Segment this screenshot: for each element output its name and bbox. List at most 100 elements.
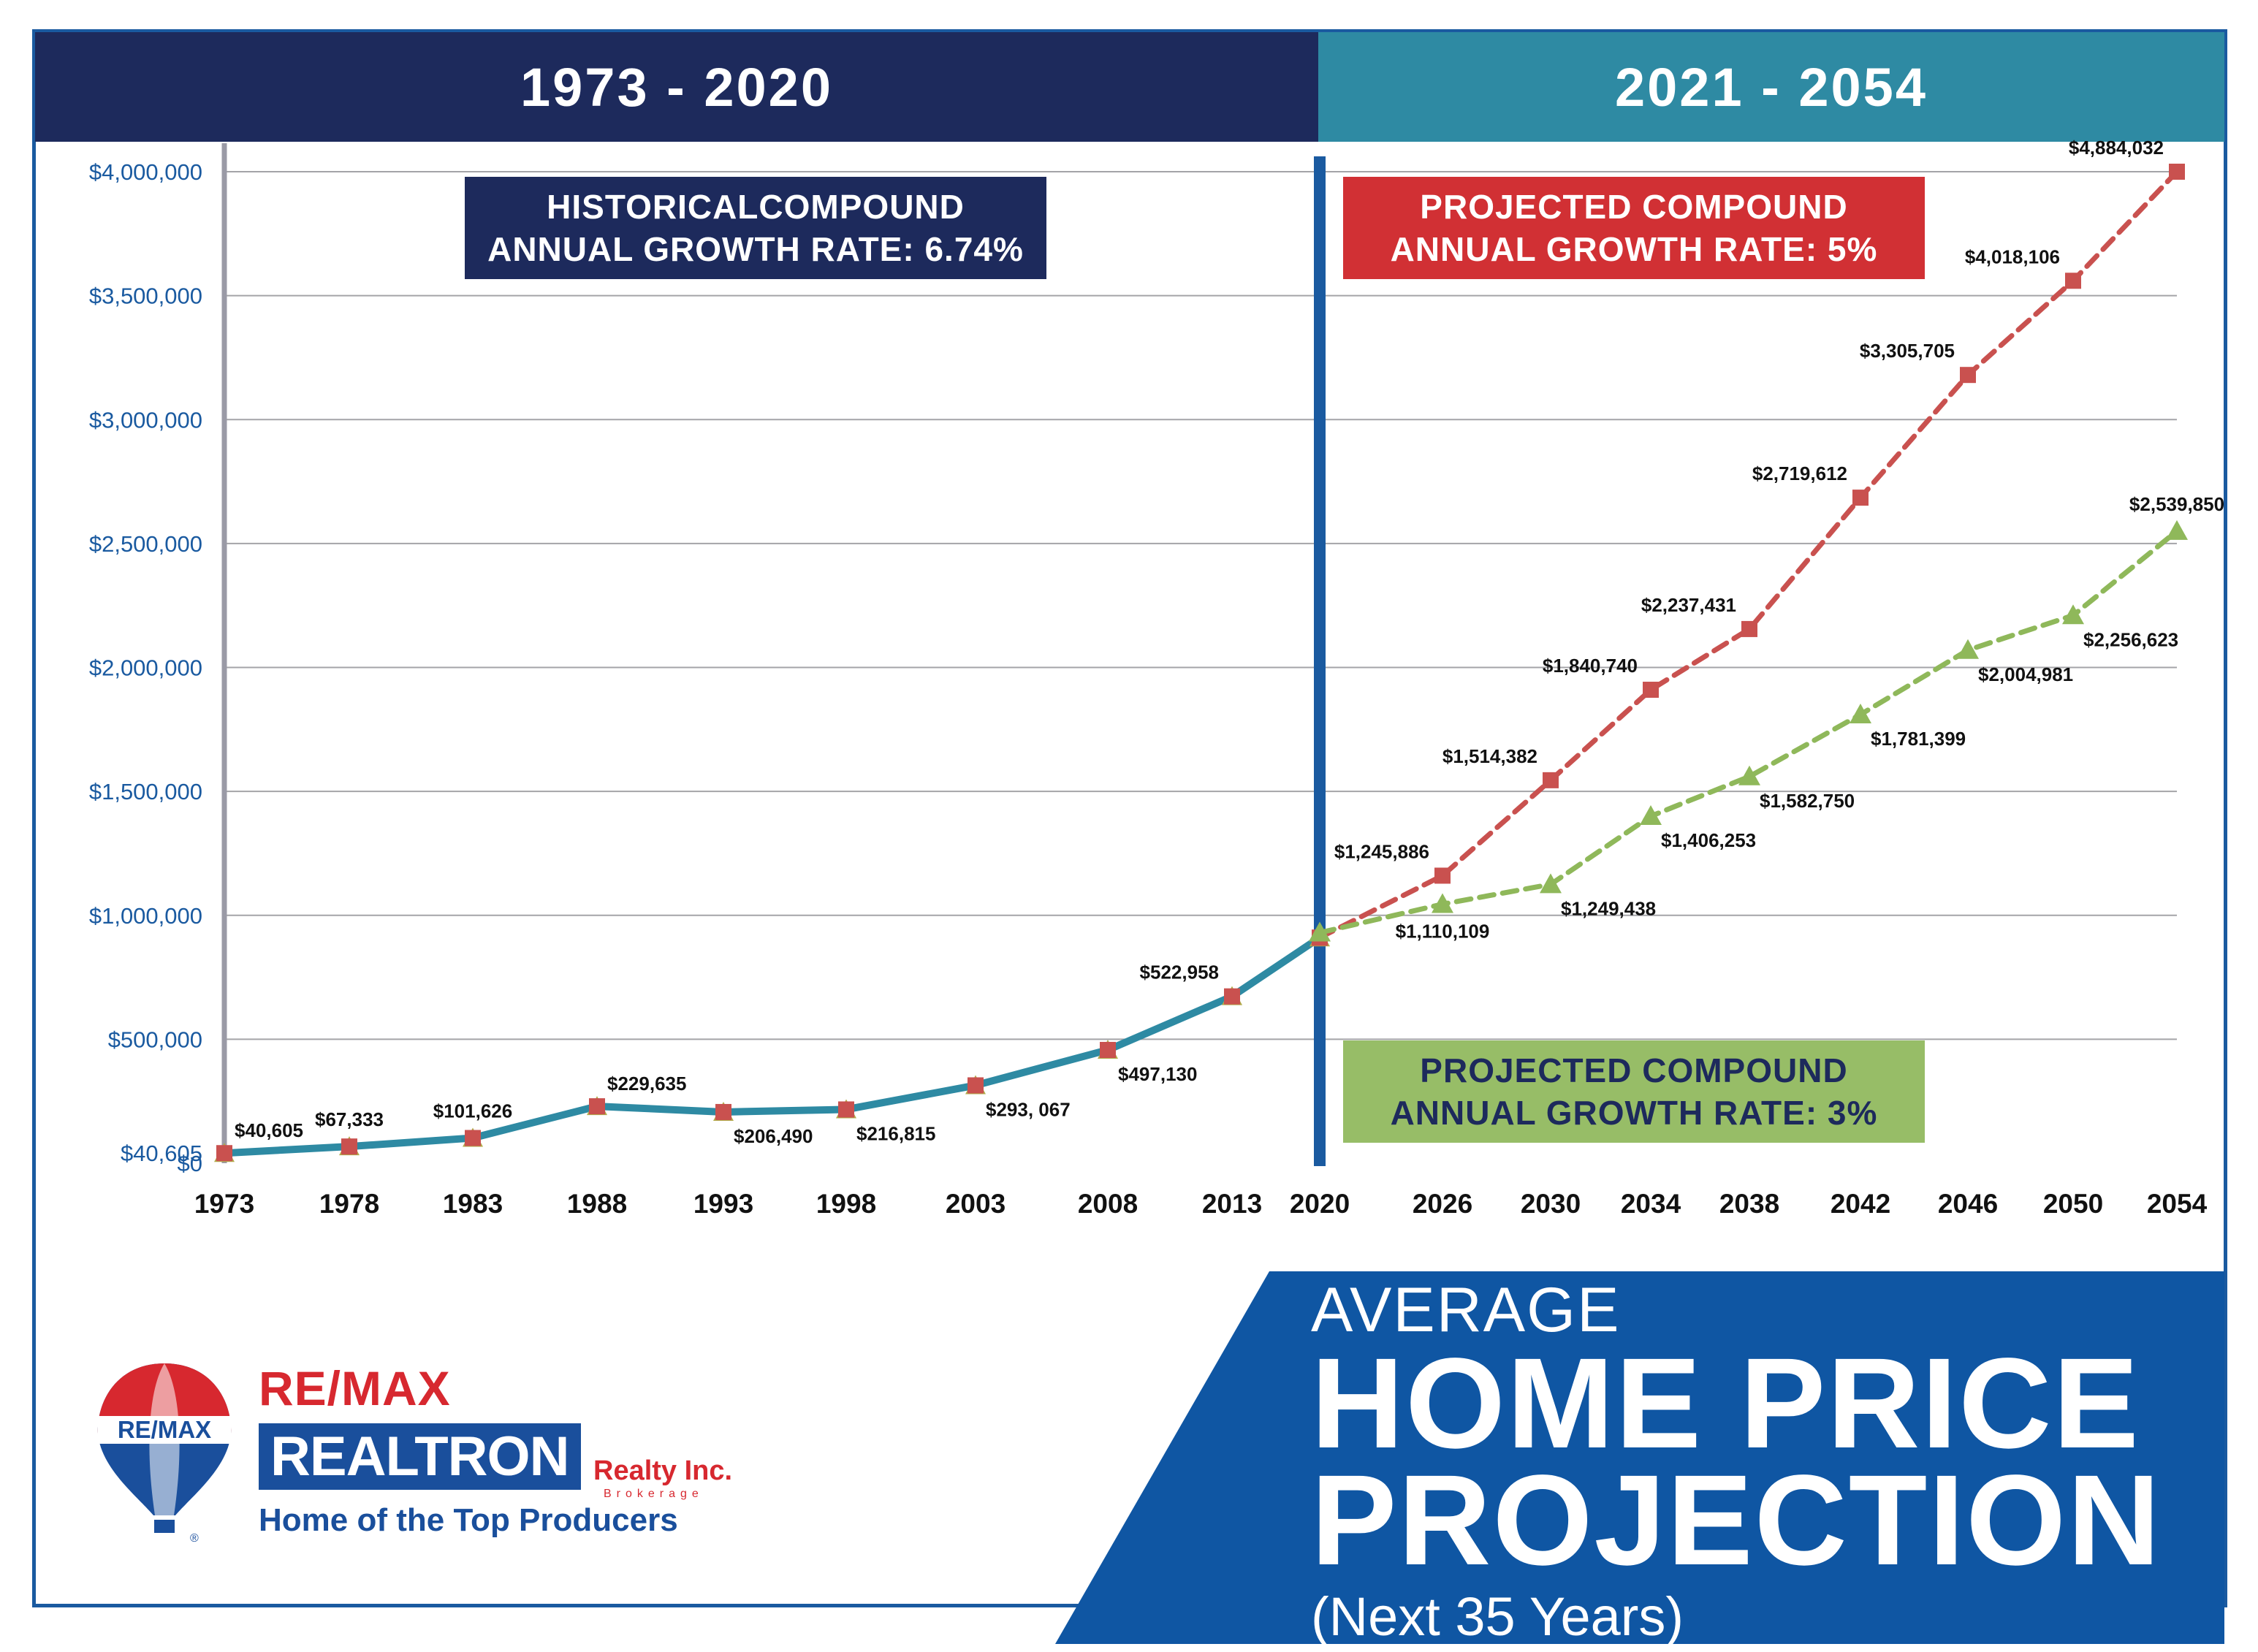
x-tick-label: 2050 (2043, 1189, 2103, 1219)
series-line-projected_3 (1317, 528, 2180, 935)
registered-mark: ® (190, 1532, 199, 1545)
x-tick-label: 1973 (194, 1189, 254, 1219)
projected-5-rate-box: PROJECTED COMPOUND ANNUAL GROWTH RATE: 5… (1343, 177, 1925, 279)
data-label: $216,815 (856, 1122, 935, 1144)
marker-triangle (1432, 893, 1453, 913)
data-label: $2,237,431 (1641, 594, 1736, 616)
y-tick-label: $3,000,000 (89, 407, 202, 433)
data-label: $522,958 (1140, 962, 1219, 983)
projected-3-rate-line2: ANNUAL GROWTH RATE: 3% (1390, 1094, 1878, 1132)
data-label: $67,333 (315, 1108, 384, 1130)
data-label: $1,245,886 (1334, 840, 1429, 862)
data-label: $3,305,705 (1860, 340, 1955, 362)
data-label: $1,406,253 (1661, 829, 1756, 851)
period-label-projected: 2021 - 2054 (1614, 56, 1928, 118)
marker-square (341, 1138, 357, 1155)
historical-rate-line2: ANNUAL GROWTH RATE: 6.74% (487, 230, 1024, 268)
y-tick-label: $2,500,000 (89, 531, 202, 557)
title-projection: PROJECTION (1311, 1449, 2162, 1592)
x-tick-label: 2046 (1938, 1189, 1998, 1219)
marker-triangle (1738, 765, 1760, 785)
realty-inc-label: Realty Inc. (593, 1455, 733, 1486)
data-labels: $40,605 $67,333 $101,626 $229,635 $206,490 $2… (235, 137, 2224, 1147)
marker-triangle (1540, 873, 1562, 894)
remax-wordmark: RE/MAX (259, 1361, 451, 1415)
marker-square (2065, 273, 2081, 289)
marker-triangle (1850, 703, 1871, 723)
marker-square (715, 1103, 731, 1120)
marker-triangle (1957, 639, 1979, 659)
x-tick-label: 1978 (319, 1189, 379, 1219)
marker-square (1741, 620, 1757, 637)
x-tick-label: 2008 (1078, 1189, 1138, 1219)
x-tick-label: 2042 (1831, 1189, 1890, 1219)
series-layer (214, 164, 2188, 1162)
x-axis-ticks: 1973 1978 1983 1988 1993 1998 2003 2008 2013 2020… (194, 1189, 2208, 1219)
x-tick-label: 2013 (1202, 1189, 1262, 1219)
data-label: $1,840,740 (1543, 655, 1638, 677)
brand-logo: RE/MAX ® RE/MAX REALTRON Realty Inc. Bro… (88, 1359, 818, 1549)
marker-square (465, 1130, 481, 1146)
y-tick-label: $40,605 (121, 1141, 202, 1166)
x-tick-label: 1993 (693, 1189, 753, 1219)
historical-rate-box: HISTORICALCOMPOUND ANNUAL GROWTH RATE: 6… (465, 177, 1046, 279)
data-label: $40,605 (235, 1119, 303, 1141)
period-header-historical: 1973 - 2020 (35, 32, 1318, 142)
brand-tagline: Home of the Top Producers (259, 1502, 678, 1538)
projected-3-rate-box: PROJECTED COMPOUND ANNUAL GROWTH RATE: 3… (1343, 1040, 1925, 1143)
data-label: $1,110,109 (1396, 920, 1490, 942)
marker-square (589, 1098, 605, 1115)
data-label: $206,490 (734, 1125, 813, 1147)
balloon-text: RE/MAX (118, 1416, 211, 1443)
period-header-projected: 2021 - 2054 (1318, 32, 2224, 142)
y-tick-label: $1,000,000 (89, 903, 202, 929)
marker-triangle (2062, 604, 2084, 625)
marker-square (968, 1077, 984, 1094)
y-tick-label: $1,500,000 (89, 779, 202, 804)
period-label-historical: 1973 - 2020 (520, 56, 833, 118)
title-home-price: HOME PRICE (1311, 1332, 2140, 1475)
x-tick-label: 2038 (1719, 1189, 1779, 1219)
line-chart: $0$40,605$500,000$1,000,000$1,500,000$2,… (89, 137, 2224, 1219)
data-label: $1,582,750 (1760, 790, 1855, 812)
gridlines (224, 171, 2177, 1040)
x-tick-label: 1983 (443, 1189, 503, 1219)
projected-5-rate-line2: ANNUAL GROWTH RATE: 5% (1390, 230, 1878, 268)
poster-title: AVERAGE HOME PRICE PROJECTION (Next 35 Y… (1311, 1275, 2232, 1652)
y-axis-ticks: $0$40,605 $500,000 $1,000,000 $1,500,000 $2,… (89, 159, 202, 1176)
x-tick-label: 2026 (1413, 1189, 1472, 1219)
brokerage-label: Brokerage (604, 1488, 704, 1500)
data-label: $2,256,623 (2083, 628, 2178, 650)
x-tick-label: 1998 (816, 1189, 876, 1219)
data-label: $101,626 (433, 1100, 512, 1122)
title-subtitle: (Next 35 Years) (1311, 1586, 1684, 1647)
historical-rate-line1: HISTORICALCOMPOUND (547, 188, 965, 226)
marker-square (1543, 772, 1559, 788)
x-tick-label: 2020 (1290, 1189, 1350, 1219)
x-tick-label: 2030 (1521, 1189, 1581, 1219)
marker-square (1643, 682, 1659, 699)
series-line-projected_5 (1317, 169, 2180, 940)
realtron-wordmark: REALTRON (259, 1423, 581, 1490)
y-tick-label: $3,500,000 (89, 283, 202, 309)
x-tick-label: 2054 (2147, 1189, 2208, 1219)
marker-square (1100, 1041, 1116, 1058)
marker-square (2169, 164, 2185, 180)
data-label: $497,130 (1118, 1063, 1197, 1085)
projected-3-rate-line1: PROJECTED COMPOUND (1420, 1051, 1848, 1089)
marker-square (216, 1145, 232, 1162)
marker-triangle (1640, 805, 1662, 826)
data-label: $2,719,612 (1752, 463, 1847, 484)
marker-triangle (1309, 921, 1331, 942)
y-tick-label: $2,000,000 (89, 655, 202, 681)
projected-5-rate-line1: PROJECTED COMPOUND (1420, 188, 1848, 226)
y-tick-label: $500,000 (108, 1027, 202, 1052)
y-tick-label: $0 (178, 1151, 202, 1176)
x-tick-label: 2034 (1621, 1189, 1681, 1219)
marker-square (1434, 867, 1451, 884)
data-label: $4,884,032 (2069, 137, 2164, 159)
data-label: $2,004,981 (1978, 663, 2073, 685)
y-tick-label: $4,000,000 (89, 159, 202, 185)
x-tick-label: 2003 (946, 1189, 1006, 1219)
balloon-icon: RE/MAX ® (97, 1363, 232, 1545)
